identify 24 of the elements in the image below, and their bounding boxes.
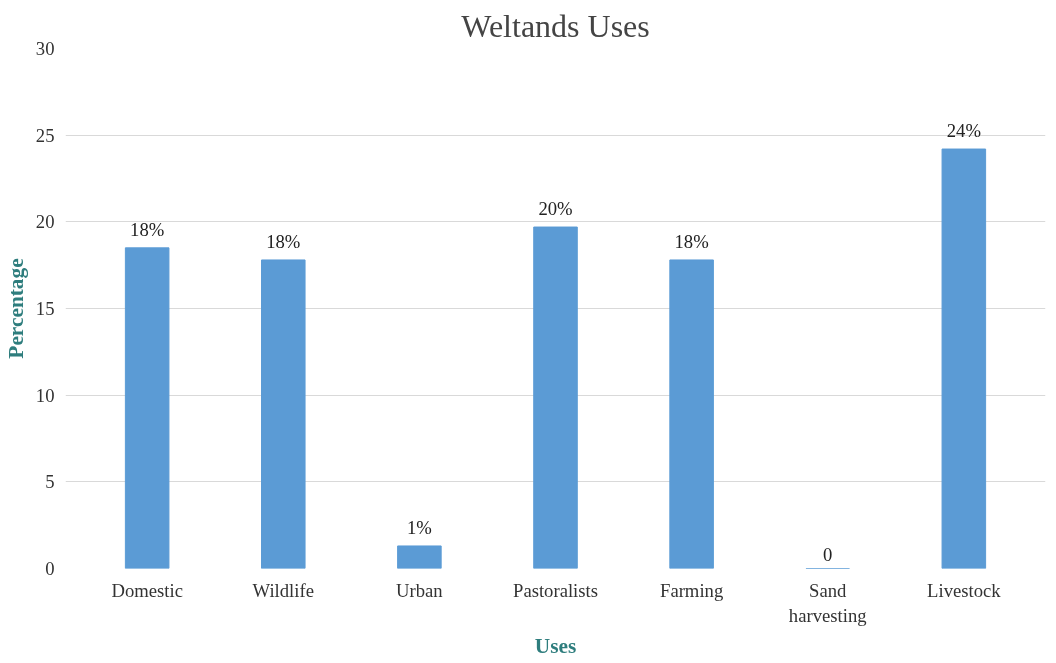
data-label: 18% xyxy=(266,230,301,252)
y-axis-title: Percentage xyxy=(3,258,28,359)
y-tick-label: 10 xyxy=(35,384,55,406)
y-tick-label: 5 xyxy=(45,471,55,493)
data-label: 18% xyxy=(130,218,165,240)
x-tick-label: Wildlife xyxy=(252,579,314,601)
data-label: 1% xyxy=(406,516,432,538)
data-label: 0 xyxy=(823,543,833,565)
x-axis-title: Uses xyxy=(534,633,577,658)
chart-title: Weltands Uses xyxy=(461,7,650,44)
y-tick-label: 15 xyxy=(35,298,55,319)
x-tick-label: Pastoralists xyxy=(513,579,598,601)
y-tick-label: 0 xyxy=(45,558,55,579)
data-label: 24% xyxy=(946,120,981,142)
data-label: 20% xyxy=(538,198,573,220)
y-tick-label: 30 xyxy=(35,38,55,59)
y-tick-label: 25 xyxy=(35,124,55,146)
x-tick-label: Livestock xyxy=(927,579,1002,601)
x-tick-label: Domestic xyxy=(111,579,183,601)
x-tick-label: Sand harvesting xyxy=(788,579,867,626)
data-label: 18% xyxy=(674,230,709,252)
x-tick-label: Urban xyxy=(396,579,444,601)
x-tick-label: Farming xyxy=(660,579,724,601)
y-tick-label: 20 xyxy=(35,211,55,233)
